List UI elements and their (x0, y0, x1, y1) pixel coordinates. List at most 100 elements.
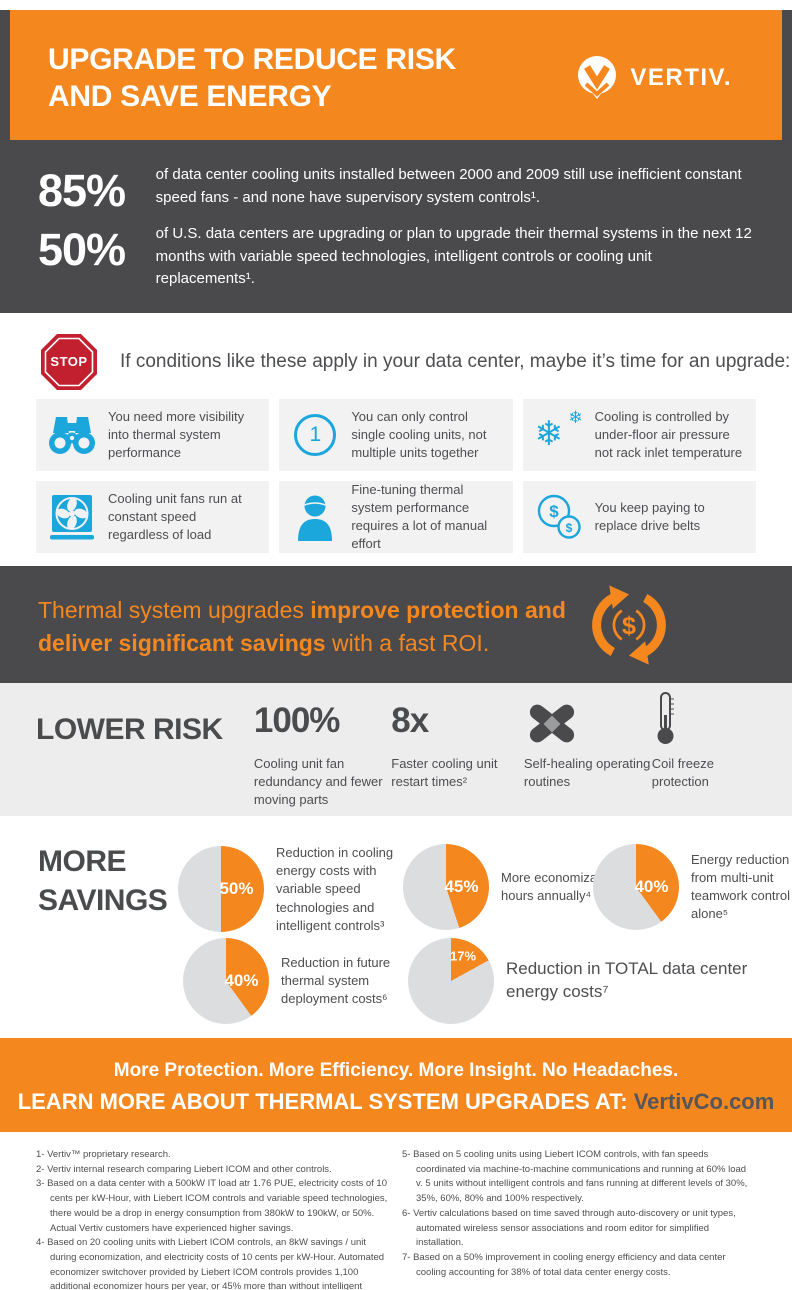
lower-risk-item: Self-healing operating routines (524, 701, 652, 816)
refresh-dollar-icon: $ (584, 580, 674, 675)
banner-dollar-glyph: $ (622, 612, 636, 640)
binoculars-icon (36, 413, 108, 457)
bandage-icon (524, 701, 652, 746)
pie-group-40b: 40% Reduction in future thermal system d… (183, 938, 411, 1024)
condition-card: 1 You can only control single cooling un… (279, 399, 513, 471)
page-title-line2: AND SAVE ENERGY (48, 79, 332, 113)
stat-value: 85% (38, 165, 126, 216)
footnote: 1- Vertiv™ proprietary research. (36, 1149, 171, 1160)
banner-text-plain1: Thermal system upgrades (38, 597, 311, 623)
pie-label: 50% (219, 879, 254, 899)
condition-cards-grid: You need more visibility into thermal sy… (36, 399, 756, 553)
condition-card: ❄ ❄ Cooling is controlled by under-floor… (522, 399, 756, 471)
footnote: 4- Based on 20 cooling units with Lieber… (36, 1237, 385, 1290)
condition-card-text: Fine-tuning thermal system performance r… (351, 482, 488, 551)
stat-text: of U.S. data centers are upgrading or pl… (155, 225, 752, 287)
snowflake-large-glyph: ❄ (534, 415, 564, 453)
stats-section: 85% of data center cooling units install… (0, 140, 792, 291)
coins-icon: $ $ (523, 493, 595, 541)
cta-section: More Protection. More Efficiency. More I… (0, 1038, 792, 1132)
footnotes-section: 1- Vertiv™ proprietary research. 2- Vert… (0, 1132, 792, 1290)
single-unit-icon: 1 (279, 414, 351, 456)
pie-text: Reduction in future thermal system deplo… (281, 954, 391, 1007)
banner-text-plain2: with a fast ROI. (325, 630, 490, 657)
condition-card-text: Cooling is controlled by under-floor air… (594, 409, 743, 460)
lower-risk-title: LOWER RISK (36, 713, 223, 746)
vertiv-logo: VERTIV. (574, 55, 732, 101)
lower-risk-text: Faster cooling unit restart times² (391, 756, 498, 790)
number-one-badge: 1 (294, 414, 337, 456)
pie-text: Energy reduction from multi-unit teamwor… (691, 851, 790, 922)
lower-risk-section: LOWER RISK 100% Cooling unit fan redunda… (0, 683, 792, 816)
condition-card-text: You can only control single cooling unit… (351, 409, 487, 460)
condition-card: You need more visibility into thermal sy… (36, 399, 270, 471)
footnote: 3- Based on a data center with a 500kW I… (36, 1178, 388, 1234)
snowflake-small-glyph: ❄ (568, 408, 583, 427)
stat-row-50: 50% of U.S. data centers are upgrading o… (38, 223, 754, 291)
banner-text-bold: improve protection and deliver significa… (38, 597, 566, 657)
pie-group-50: 50% Reduction in cooling energy costs wi… (178, 844, 411, 935)
stat-value: 50% (38, 224, 126, 275)
number-one-glyph: 1 (309, 423, 322, 446)
condition-card-text: Cooling unit fans run at constant speed … (108, 491, 242, 542)
brand-name: VERTIV. (630, 64, 732, 91)
pie-text: Reduction in TOTAL data center energy co… (506, 959, 748, 1001)
fan-icon (36, 493, 108, 541)
more-savings-title-line1: MORE (38, 845, 127, 878)
svg-text:$: $ (549, 502, 559, 521)
pie-group-17: 17% Reduction in TOTAL data center energ… (408, 938, 771, 1024)
footnote: 7- Based on a 50% improvement in cooling… (402, 1252, 726, 1278)
conditions-section: STOP If conditions like these apply in y… (0, 313, 792, 566)
footnote: 6- Vertiv calculations based on time sav… (402, 1207, 736, 1249)
lower-risk-value: 100% (253, 701, 341, 740)
lower-risk-text: Coil freeze protection (651, 756, 714, 790)
top-section: UPGRADE TO REDUCE RISK AND SAVE ENERGY V… (0, 10, 792, 313)
lower-risk-text: Self-healing operating routines (523, 756, 651, 790)
lower-risk-item: Coil freeze protection (651, 692, 756, 816)
page-title: UPGRADE TO REDUCE RISK AND SAVE ENERGY (48, 42, 456, 115)
pie-text: More economization hours annually⁴ (501, 869, 619, 903)
stat-text: of data center cooling units installed b… (155, 166, 742, 206)
cta-tagline: More Protection. More Efficiency. More I… (113, 1060, 679, 1081)
lower-risk-item: 100% Cooling unit fan redundancy and few… (254, 701, 391, 816)
lower-risk-text: Cooling unit fan redundancy and fewer mo… (253, 756, 383, 808)
benefits-banner: Thermal system upgrades improve protecti… (0, 566, 792, 683)
conditions-heading: If conditions like these apply in your d… (120, 351, 791, 372)
footnote: 2- Vertiv internal research comparing Li… (36, 1163, 332, 1175)
pie-chart-50: 50% (178, 846, 264, 933)
stop-sign-icon: STOP (40, 333, 98, 391)
pie-chart-45: 45% (403, 844, 489, 930)
footnotes-left-column: 1- Vertiv™ proprietary research. 2- Vert… (36, 1148, 388, 1290)
technician-icon (279, 493, 351, 541)
cta-website-link[interactable]: VertivCo.com (633, 1089, 775, 1114)
snowflake-icon: ❄ ❄ (523, 409, 595, 461)
pie-group-45: 45% More economization hours annually⁴ (403, 844, 621, 930)
pie-label: 40% (634, 877, 669, 896)
thermometer-icon (652, 692, 756, 745)
conditions-heading-row: STOP If conditions like these apply in y… (0, 313, 792, 391)
page-title-line1: UPGRADE TO REDUCE RISK (48, 43, 456, 76)
condition-card-text: You need more visibility into thermal sy… (108, 409, 245, 460)
stop-octagon (41, 334, 97, 390)
pie-text: Reduction in cooling energy costs with v… (276, 845, 394, 933)
footnotes-right-column: 5- Based on 5 cooling units using Lieber… (402, 1148, 754, 1290)
vertiv-logo-icon (578, 56, 617, 99)
pie-label: 40% (224, 971, 259, 990)
more-savings-title-line2: SAVINGS (38, 884, 168, 917)
lower-risk-item: 8x Faster cooling unit restart times² (391, 701, 524, 816)
cta-learn-more-prefix: LEARN MORE ABOUT THERMAL SYSTEM UPGRADES… (17, 1089, 634, 1114)
condition-card: $ $ You keep paying to replace drive bel… (522, 481, 756, 553)
lower-risk-value: 8x (391, 701, 429, 740)
more-savings-section: MORE SAVINGS 50% Reduction in cooling en… (0, 816, 792, 1038)
header-banner: UPGRADE TO REDUCE RISK AND SAVE ENERGY V… (10, 10, 782, 140)
more-savings-title: MORE SAVINGS (38, 842, 168, 920)
footnote: 5- Based on 5 cooling units using Lieber… (402, 1149, 748, 1205)
condition-card-text: You keep paying to replace drive belts (594, 500, 705, 533)
svg-text:$: $ (565, 521, 572, 535)
stat-row-85: 85% of data center cooling units install… (38, 164, 754, 213)
pie-group-40a: 40% Energy reduction from multi-unit tea… (593, 844, 792, 930)
pie-chart-40b: 40% (183, 938, 269, 1024)
benefits-banner-text: Thermal system upgrades improve protecti… (38, 594, 583, 661)
condition-card: Fine-tuning thermal system performance r… (279, 481, 513, 553)
